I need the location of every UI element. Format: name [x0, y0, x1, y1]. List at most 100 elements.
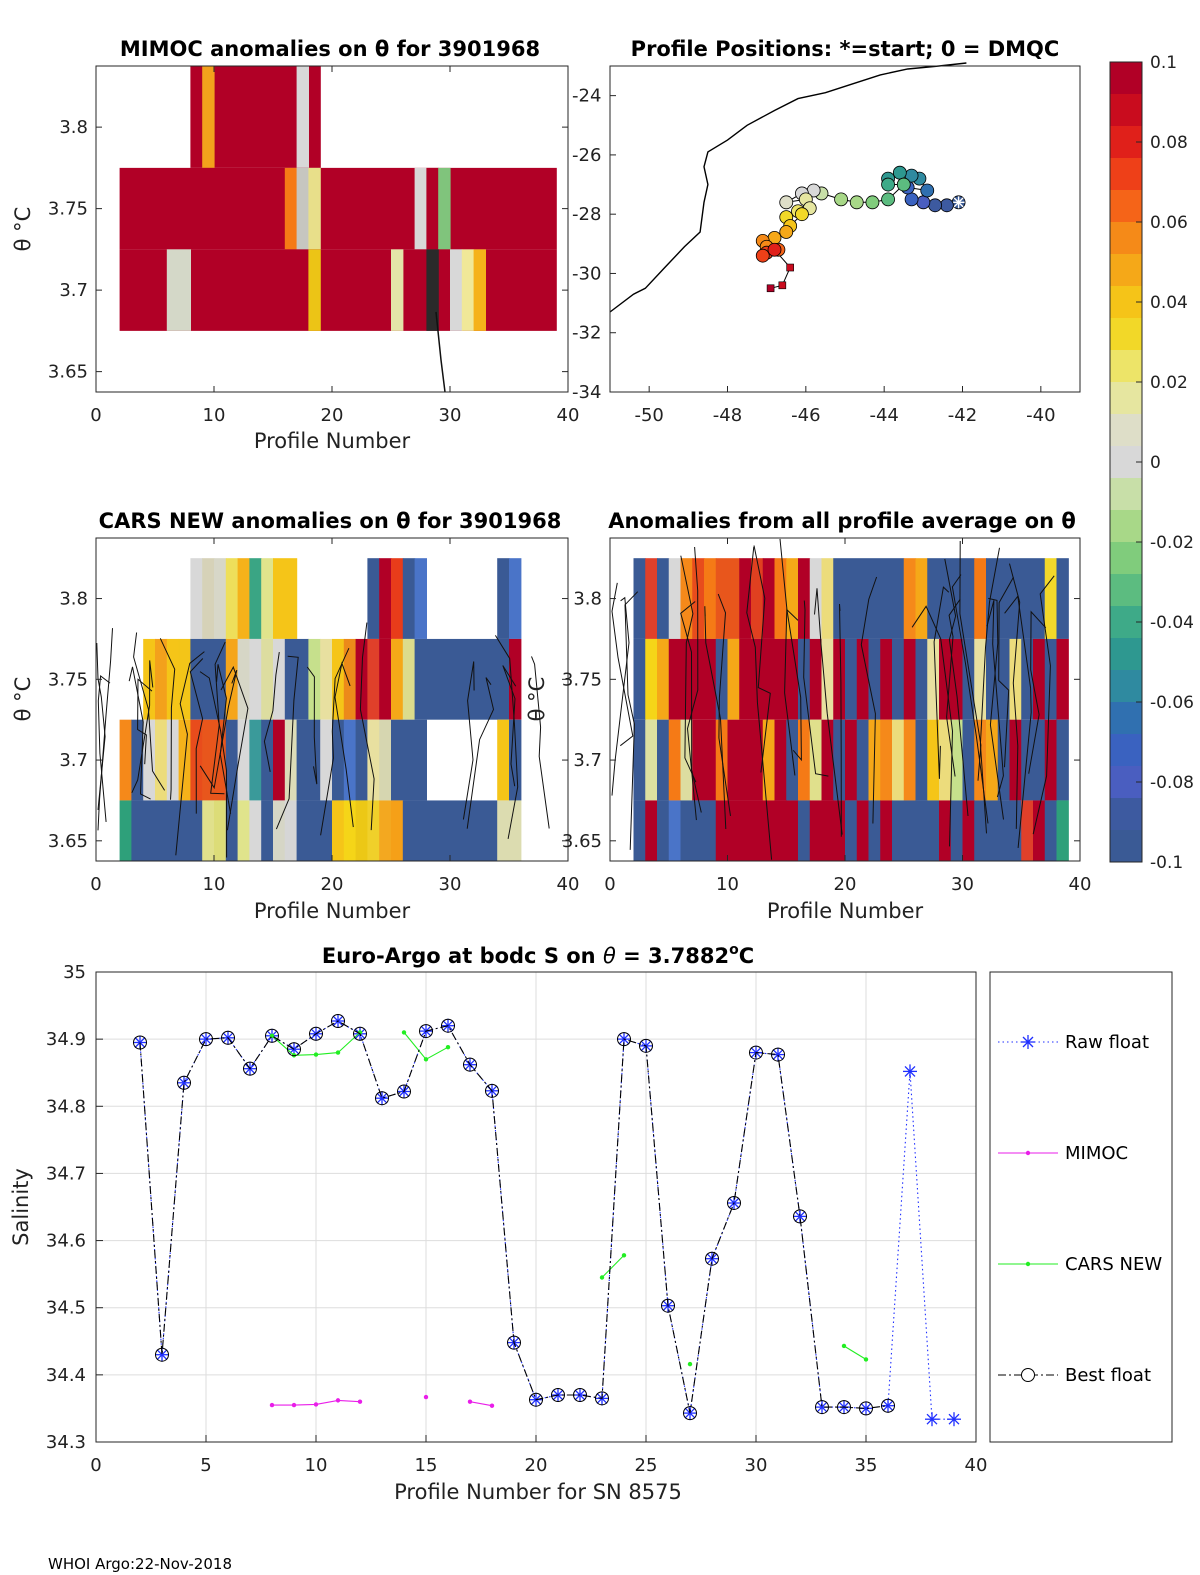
profile-position-marker	[778, 281, 787, 290]
colorbar-tick-label: 0.1	[1150, 53, 1177, 73]
cars-anomalies-cell	[225, 638, 239, 720]
raw-float-point	[772, 1049, 784, 1061]
cars-anomalies-cell	[166, 719, 180, 801]
contour-line	[1004, 595, 1032, 848]
positions-xtick-label: -40	[1026, 405, 1055, 426]
contour-line	[1032, 575, 1055, 835]
contour-line	[611, 596, 630, 796]
colorbar-band	[1110, 350, 1142, 383]
profile-average-anomalies-ytick-label: 3.65	[562, 831, 602, 852]
positions-xtick-label: -42	[948, 405, 977, 426]
profile-average-anomalies-cell	[986, 719, 999, 801]
profile-average-anomalies-cell	[880, 800, 893, 861]
best-float-point	[419, 1024, 433, 1039]
profile-average-anomalies-cell	[903, 558, 917, 639]
colorbar-band	[1110, 94, 1142, 127]
profile-average-anomalies-xtick-label: 30	[951, 874, 974, 895]
profile-average-anomalies-cell	[915, 558, 928, 639]
legend-frame	[989, 971, 1173, 1443]
contour-line	[624, 591, 639, 850]
profile-position-marker	[881, 192, 895, 207]
profile-average-anomalies-cell	[727, 638, 740, 720]
profile-average-panel: 0 10 20 30 40 3.65 3.7 3.75 3.8 Anomalies from a…	[525, 509, 1091, 923]
contour-line	[531, 656, 550, 829]
contour-line	[998, 576, 1014, 768]
profile-average-anomalies-cell	[974, 558, 987, 639]
raw-float-point	[904, 1065, 916, 1077]
profile-average-anomalies-xtick-label: 0	[604, 874, 615, 895]
best-float-point	[199, 1032, 213, 1047]
contour-line	[988, 597, 1004, 820]
cars-new-point	[423, 1057, 429, 1062]
cars-anomalies-cell	[391, 638, 404, 720]
cars-anomalies-cell	[497, 719, 510, 801]
best-float-point	[177, 1075, 191, 1090]
cars-anomalies-ytick-label: 3.8	[59, 589, 88, 610]
mimoc-anomalies-cell	[438, 167, 451, 250]
raw-float-point	[200, 1033, 212, 1045]
cars-anomalies-cell	[249, 800, 262, 861]
profile-average-anomalies-cell	[1021, 638, 1034, 720]
mimoc-anomalies-xtick-label: 20	[321, 405, 344, 426]
mimoc-anomalies-ytick-label: 3.75	[48, 199, 88, 220]
cars-anomalies-cell	[225, 800, 239, 861]
salinity-xtick-label: 0	[90, 1455, 101, 1476]
mimoc-point	[313, 1402, 319, 1407]
cars-anomalies-cell	[497, 638, 510, 720]
cars-anomalies-cell	[214, 800, 227, 861]
best-float-point	[485, 1083, 499, 1098]
best-float-point	[529, 1392, 543, 1407]
cars-anomalies-cell	[273, 558, 298, 639]
coastline	[609, 62, 967, 313]
average-xlabel: Profile Number	[767, 899, 924, 923]
profile-average-anomalies-cell	[645, 638, 658, 720]
cars-anomalies-cell	[402, 638, 416, 720]
cars-anomalies-cell	[284, 638, 309, 720]
profile-average-anomalies-cell	[962, 800, 975, 861]
raw-float-point	[178, 1077, 190, 1089]
salinity-xtick-label: 35	[855, 1455, 878, 1476]
profile-average-anomalies-cell	[868, 638, 881, 720]
profile-average-anomalies-cell	[1056, 558, 1069, 639]
contour-line	[746, 546, 773, 860]
colorbar-band	[1110, 798, 1142, 831]
mimoc-anomalies-cell	[426, 249, 439, 331]
salinity-panel: 0 5 10 15 20 25 30 35 40 34.3 34.4 34.5 34.6 34.7 34.8…	[9, 942, 987, 1504]
contour-line	[686, 546, 699, 821]
contour-line	[611, 582, 634, 747]
cars-anomalies-cell	[166, 638, 180, 720]
cars-anomalies-cell	[237, 558, 250, 639]
profile-average-anomalies-cell	[645, 800, 658, 861]
profile-position-marker	[904, 192, 919, 207]
profile-average-anomalies-cell	[727, 719, 764, 801]
raw-float-point	[948, 1413, 960, 1425]
best-float-point	[793, 1209, 807, 1224]
contour-line	[933, 586, 950, 779]
cars-anomalies-cell	[379, 558, 392, 639]
colorbar-band	[1110, 158, 1142, 191]
profile-average-anomalies-cell	[774, 558, 787, 639]
cars-anomalies-ytick-label: 3.65	[48, 831, 88, 852]
contour-line	[1028, 610, 1047, 774]
best-float-point	[441, 1018, 455, 1033]
salinity-xtick-label: 30	[745, 1455, 768, 1476]
contour-line	[680, 555, 697, 783]
profile-position-marker	[755, 248, 770, 263]
profile-position-marker	[928, 198, 942, 213]
colorbar-band	[1110, 62, 1142, 95]
profile-average-anomalies-cell	[974, 638, 987, 720]
cars-anomalies-cell	[237, 719, 250, 801]
salinity-title: Euro-Argo at bodc S on θ = 3.7882oC	[322, 942, 754, 968]
mimoc-anomalies-cell	[284, 167, 298, 250]
profile-average-anomalies-cell	[950, 800, 964, 861]
cars-anomalies-cell	[261, 638, 274, 720]
profile-average-anomalies-cell	[962, 719, 975, 801]
cars-anomalies-cell	[261, 558, 274, 639]
best-float-point	[221, 1030, 235, 1045]
cars-anomalies-cell	[414, 638, 498, 720]
colorbar-band	[1110, 702, 1142, 735]
cars-anomalies-cell	[367, 719, 380, 801]
colorbar-tick-label: 0.06	[1150, 213, 1188, 233]
profile-average-anomalies-cell	[762, 719, 776, 801]
